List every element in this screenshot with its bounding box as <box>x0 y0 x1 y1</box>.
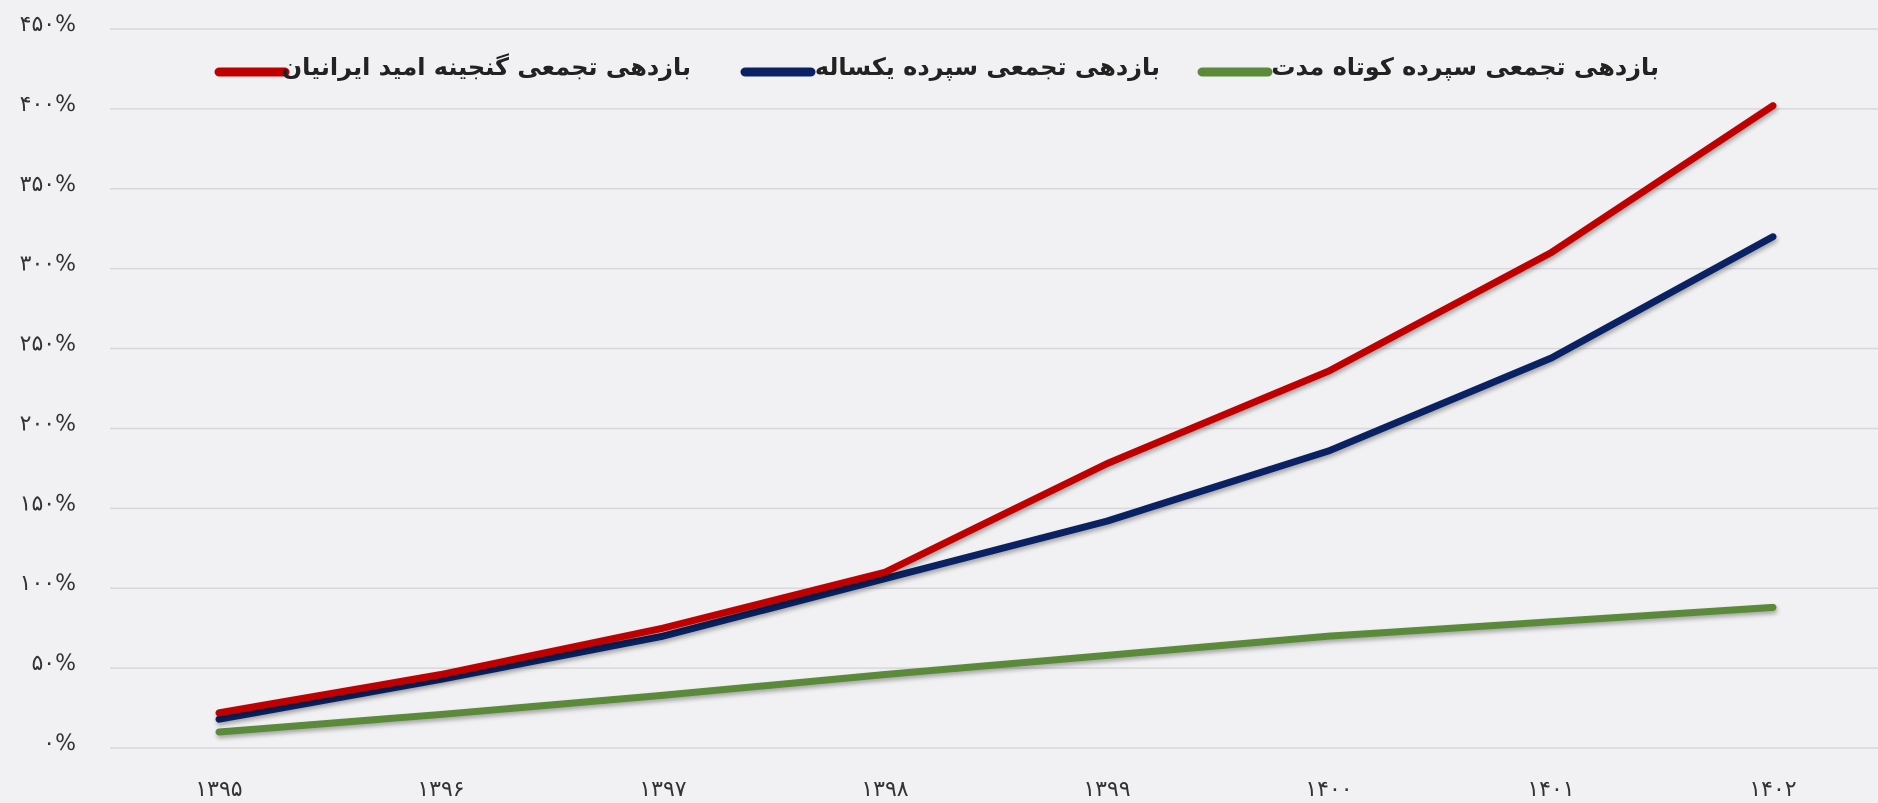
legend-label: بازدهی تجمعی سپرده کوتاه مدت <box>1271 53 1659 81</box>
y-tick-label: ۱۵۰% <box>20 491 76 516</box>
y-tick-label: ۴۵۰% <box>20 12 76 37</box>
y-tick-label: ۲۵۰% <box>20 332 76 357</box>
x-tick-label: ۱۳۹۷ <box>639 777 686 802</box>
x-tick-label: ۱۳۹۵ <box>195 777 242 802</box>
y-tick-label: ۵۰% <box>31 651 76 676</box>
y-tick-label: ۱۰۰% <box>20 571 76 596</box>
x-tick-label: ۱۳۹۶ <box>417 777 464 802</box>
background <box>0 0 1878 803</box>
y-tick-label: ۰% <box>43 731 76 756</box>
y-tick-label: ۳۰۰% <box>20 252 76 277</box>
legend-label: بازدهی تجمعی سپرده یکساله <box>815 53 1160 81</box>
page: ۰% ۵۰% ۱۰۰% ۱۵۰% ۲۰۰% ۲۵۰% ۳۰۰% ۳۵۰% ۴۰۰% ۴۵۰% ۱۳۹… <box>0 0 1878 803</box>
x-tick-label: ۱۳۹۹ <box>1083 777 1130 802</box>
legend-label: بازدهی تجمعی گنجینه امید ایرانیان <box>282 53 691 81</box>
y-tick-label: ۴۰۰% <box>20 92 76 117</box>
x-tick-label: ۱۴۰۱ <box>1527 777 1574 802</box>
x-tick-label: ۱۳۹۸ <box>861 777 908 802</box>
y-tick-label: ۳۵۰% <box>20 172 76 197</box>
x-tick-label: ۱۴۰۲ <box>1749 777 1796 802</box>
x-tick-label: ۱۴۰۰ <box>1305 777 1352 802</box>
y-tick-label: ۲۰۰% <box>20 411 76 436</box>
chart: ۰% ۵۰% ۱۰۰% ۱۵۰% ۲۰۰% ۲۵۰% ۳۰۰% ۳۵۰% ۴۰۰% ۴۵۰% ۱۳۹… <box>0 0 1878 803</box>
